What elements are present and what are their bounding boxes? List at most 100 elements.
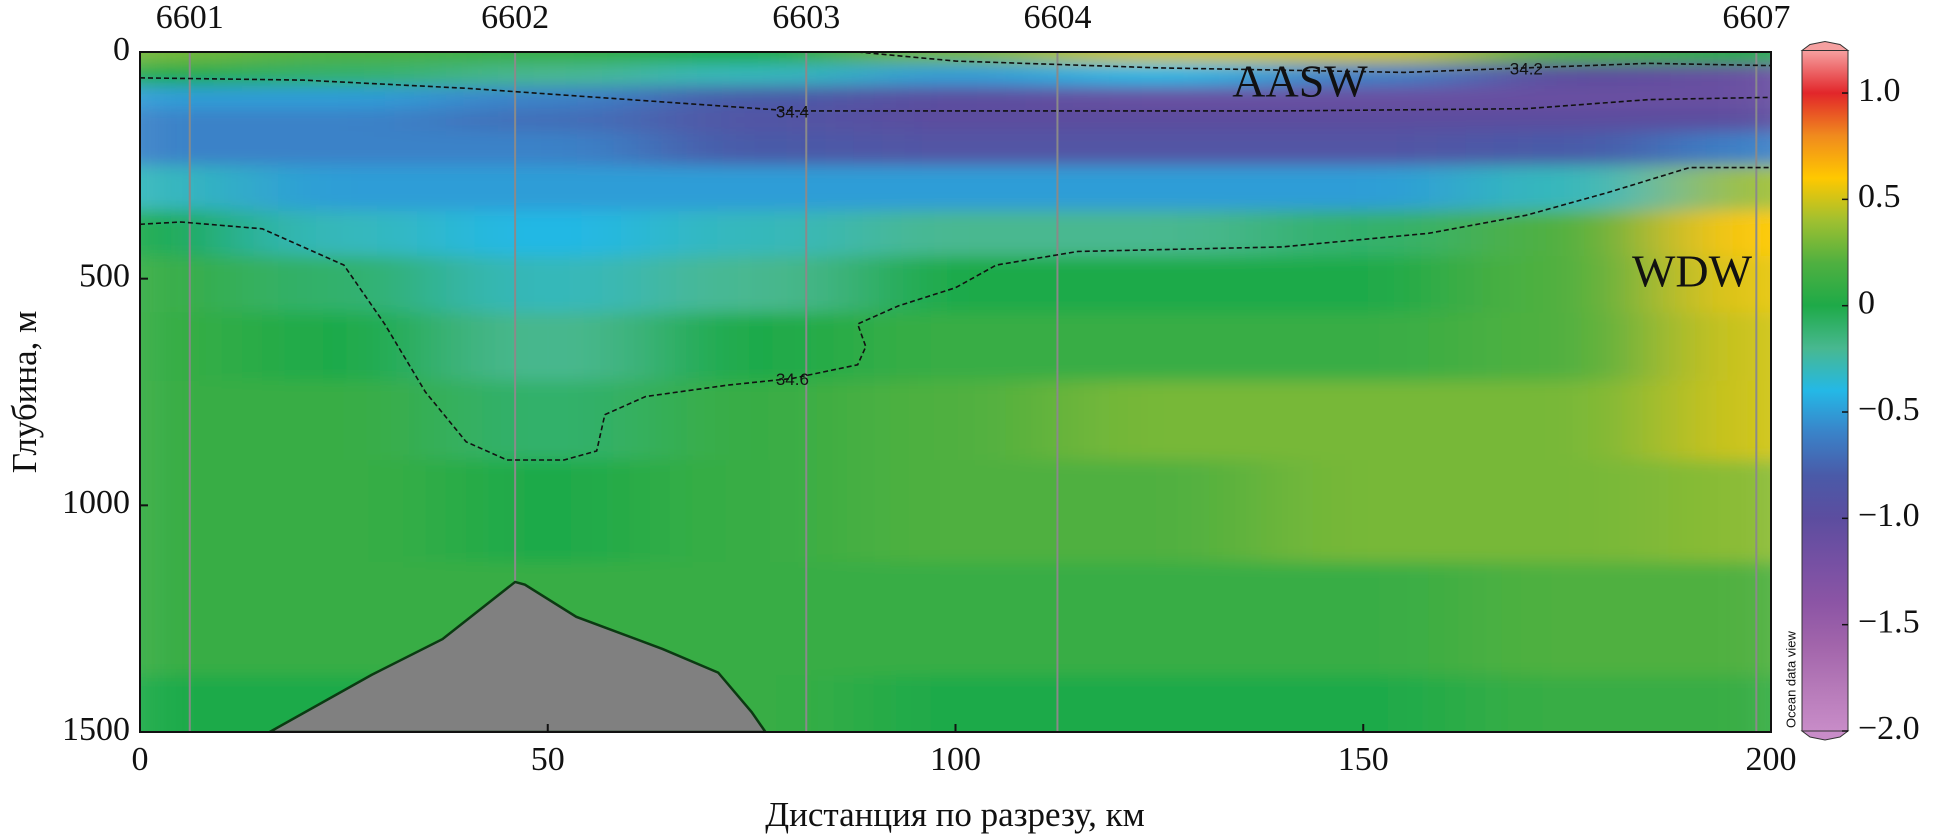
field-cell — [445, 63, 651, 87]
field-cell — [1669, 675, 1771, 732]
x-tick-label: 100 — [930, 741, 981, 778]
field-cell — [445, 210, 651, 257]
contour-line — [140, 77, 1771, 112]
field-cell — [1465, 312, 1671, 382]
field-cell — [1669, 562, 1771, 677]
field-cell — [241, 312, 447, 382]
contour-label: 34.2 — [1510, 59, 1543, 78]
section-field — [140, 52, 1771, 732]
field-cell — [1057, 380, 1263, 461]
colorbar-label: Ocean data view — [1783, 631, 1798, 728]
field-cell — [649, 380, 855, 461]
field-cell — [241, 210, 447, 257]
field-cell — [241, 108, 447, 133]
field-cell — [853, 562, 1059, 677]
field-cell — [1669, 63, 1771, 87]
field-cell — [853, 312, 1059, 382]
field-cell — [1057, 131, 1263, 167]
field-cell — [241, 165, 447, 212]
field-cell — [1261, 380, 1467, 461]
field-cell — [241, 63, 447, 87]
colorbar-tick-label: 0 — [1858, 284, 1875, 321]
station-label: 6607 — [1722, 0, 1790, 36]
field-cell — [1261, 210, 1467, 257]
field-cell — [1669, 108, 1771, 133]
field-cell — [1669, 380, 1771, 461]
field-cell — [1261, 256, 1467, 314]
field-cell — [1057, 312, 1263, 382]
field-cell — [241, 131, 447, 167]
field-cell — [445, 460, 651, 563]
field-cell — [1057, 460, 1263, 563]
field-cell — [445, 256, 651, 314]
y-tick-label: 1000 — [62, 484, 130, 521]
y-tick-label: 1500 — [62, 711, 130, 748]
field-cell — [445, 108, 651, 133]
water-mass-label: AASW — [1232, 56, 1368, 107]
field-cell — [1669, 86, 1771, 110]
field-cell — [1261, 86, 1467, 110]
field-cell — [1261, 52, 1467, 65]
colorbar-tick-label: −0.5 — [1858, 391, 1920, 428]
field-cell — [649, 165, 855, 212]
field-cell — [853, 63, 1059, 87]
contour-label: 34.6 — [776, 370, 809, 389]
field-cell — [649, 312, 855, 382]
field-cell — [853, 675, 1059, 732]
field-cell — [1465, 256, 1671, 314]
field-cell — [1261, 165, 1467, 212]
field-cell — [1669, 256, 1771, 314]
field-cell — [140, 86, 243, 110]
field-cell — [241, 380, 447, 461]
field-cell — [140, 210, 243, 257]
contour-line — [857, 52, 1771, 74]
field-cell — [1057, 108, 1263, 133]
field-cell — [853, 256, 1059, 314]
y-tick-label: 0 — [113, 31, 130, 68]
field-cell — [140, 675, 243, 732]
colorbar — [1801, 50, 1849, 732]
contour-line — [140, 166, 1771, 461]
field-cell — [1465, 52, 1671, 65]
field-cell — [445, 312, 651, 382]
field-cell — [140, 63, 243, 87]
field-cell — [241, 86, 447, 110]
x-tick-label: 50 — [531, 741, 565, 778]
field-cell — [853, 131, 1059, 167]
field-cell — [1261, 108, 1467, 133]
field-cell — [140, 52, 243, 65]
field-cell — [1669, 131, 1771, 167]
field-cell — [649, 256, 855, 314]
field-cell — [853, 86, 1059, 110]
station-label: 6601 — [156, 0, 224, 36]
field-cell — [1261, 460, 1467, 563]
field-cell — [649, 63, 855, 87]
field-cell — [649, 210, 855, 257]
field-cell — [1669, 312, 1771, 382]
field-cell — [1465, 86, 1671, 110]
field-cell — [1057, 562, 1263, 677]
field-cell — [445, 165, 651, 212]
field-cell — [445, 380, 651, 461]
station-label: 6602 — [481, 0, 549, 36]
field-cell — [1669, 210, 1771, 257]
colorbar-tick-label: 1.0 — [1858, 72, 1901, 109]
station-label: 6604 — [1023, 0, 1091, 36]
field-cell — [1465, 210, 1671, 257]
field-cell — [140, 108, 243, 133]
field-cell — [1465, 380, 1671, 461]
field-cell — [140, 131, 243, 167]
overlay: 34.2 34.4 34.6 — [140, 52, 1771, 732]
field-cell — [853, 380, 1059, 461]
field-cell — [140, 460, 243, 563]
contour-label: 34.4 — [776, 102, 809, 121]
water-mass-label: WDW — [1632, 246, 1753, 297]
field-cell — [1261, 675, 1467, 732]
field-cell — [853, 165, 1059, 212]
field-cell — [1465, 562, 1671, 677]
x-tick-label: 200 — [1746, 741, 1797, 778]
y-axis-title: Глубина, м — [5, 311, 44, 474]
field-cell — [140, 562, 243, 677]
field-cell — [445, 131, 651, 167]
field-cell — [853, 52, 1059, 65]
